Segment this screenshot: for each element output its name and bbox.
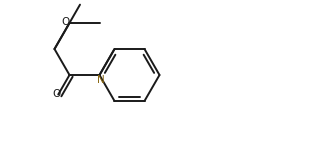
Text: O: O [62, 16, 70, 27]
Text: O: O [53, 89, 61, 99]
Text: N: N [97, 75, 105, 85]
